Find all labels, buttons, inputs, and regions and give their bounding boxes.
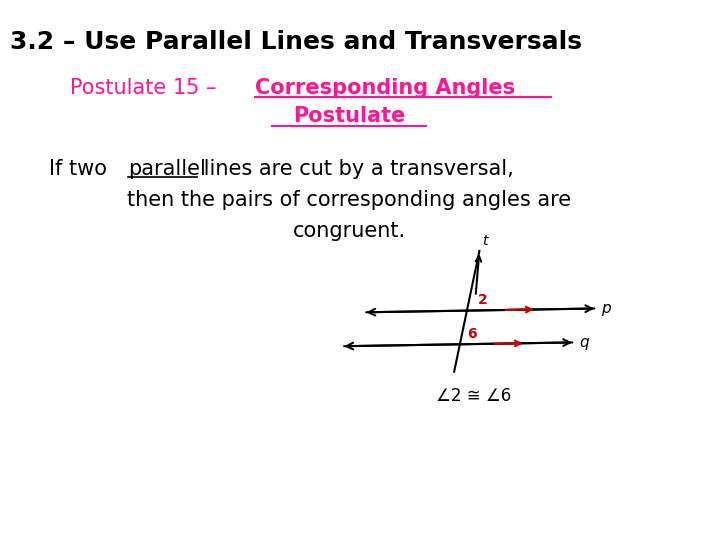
- Text: t: t: [482, 234, 487, 248]
- Text: q: q: [579, 335, 588, 350]
- Text: then the pairs of corresponding angles are: then the pairs of corresponding angles a…: [127, 190, 571, 210]
- Text: Postulate 15 –: Postulate 15 –: [70, 78, 223, 98]
- Text: 6: 6: [467, 327, 477, 341]
- Text: Postulate: Postulate: [293, 106, 405, 126]
- Text: If two: If two: [49, 159, 114, 179]
- Text: ∠2 ≅ ∠6: ∠2 ≅ ∠6: [436, 387, 512, 406]
- Text: congruent.: congruent.: [292, 221, 405, 241]
- Text: 3.2 – Use Parallel Lines and Transversals: 3.2 – Use Parallel Lines and Transversal…: [11, 30, 582, 53]
- Text: p: p: [601, 301, 611, 316]
- Text: Corresponding Angles: Corresponding Angles: [255, 78, 515, 98]
- Text: parallel: parallel: [128, 159, 206, 179]
- Text: lines are cut by a transversal,: lines are cut by a transversal,: [197, 159, 514, 179]
- Text: 2: 2: [478, 293, 487, 307]
